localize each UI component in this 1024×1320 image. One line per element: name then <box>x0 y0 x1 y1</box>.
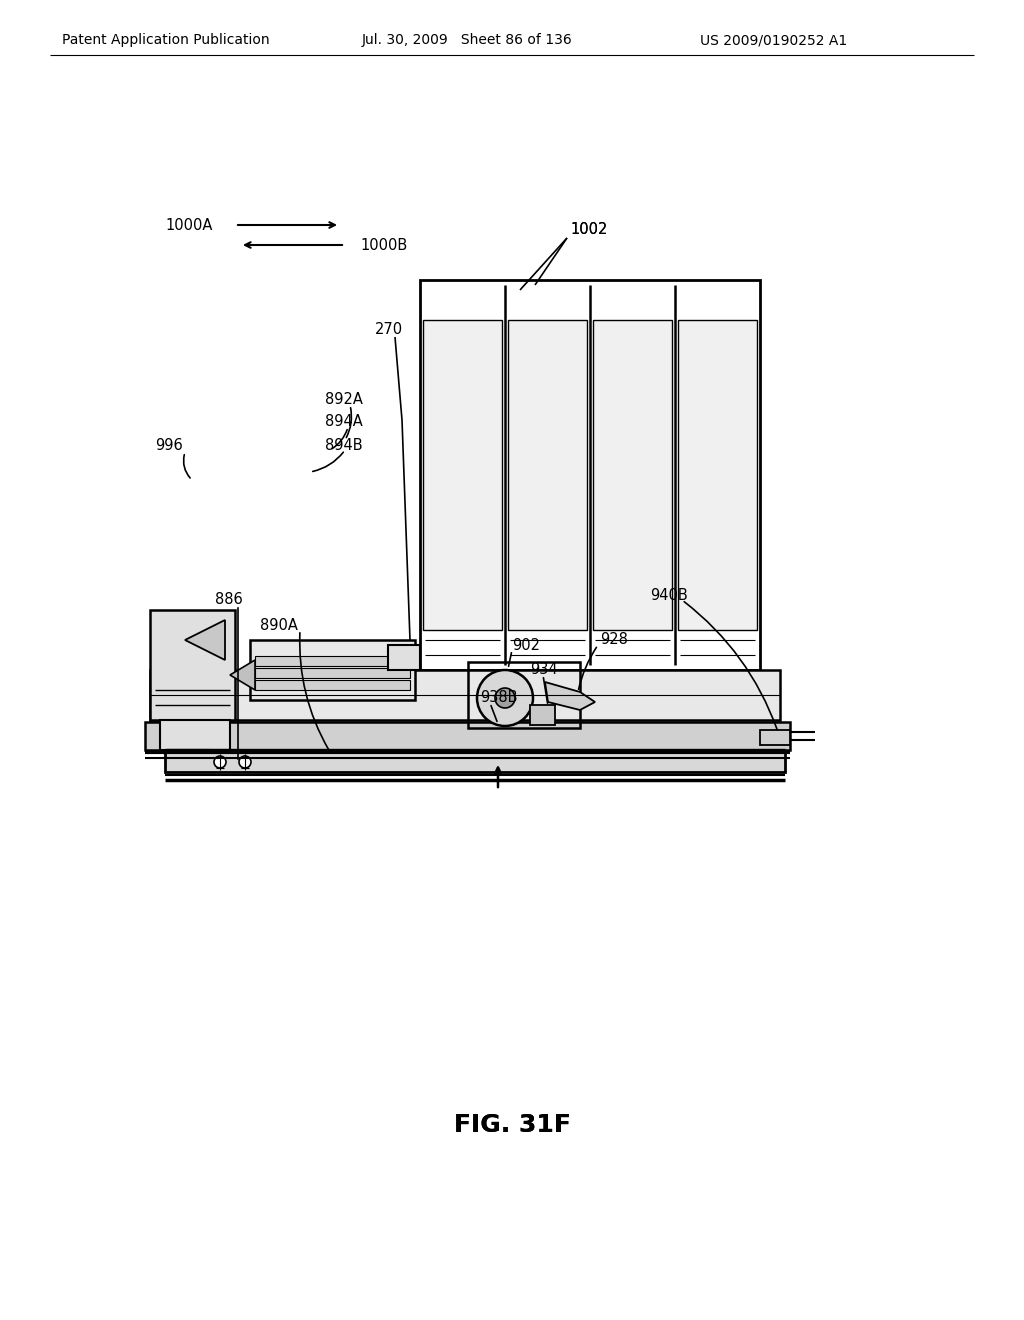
Text: Patent Application Publication: Patent Application Publication <box>62 33 269 48</box>
Text: 886: 886 <box>215 593 243 607</box>
Text: 1000A: 1000A <box>165 218 212 232</box>
Bar <box>255 668 410 678</box>
Bar <box>150 610 234 719</box>
Circle shape <box>495 688 515 708</box>
Bar <box>145 722 790 750</box>
Bar <box>423 319 502 630</box>
Text: 270: 270 <box>375 322 403 338</box>
Text: 890A: 890A <box>260 618 298 632</box>
Polygon shape <box>230 660 255 690</box>
Bar <box>160 719 230 750</box>
Bar <box>250 640 415 700</box>
Bar <box>420 280 760 671</box>
Bar <box>255 656 410 667</box>
Bar <box>678 319 757 630</box>
Text: 1002: 1002 <box>570 223 607 238</box>
Bar <box>150 671 780 719</box>
Text: 940B: 940B <box>650 587 688 602</box>
Text: Jul. 30, 2009   Sheet 86 of 136: Jul. 30, 2009 Sheet 86 of 136 <box>362 33 572 48</box>
Text: FIG. 31F: FIG. 31F <box>454 1113 570 1137</box>
Bar <box>165 752 785 772</box>
Text: US 2009/0190252 A1: US 2009/0190252 A1 <box>700 33 847 48</box>
Bar <box>760 730 790 744</box>
Bar <box>530 705 555 725</box>
Text: 894A: 894A <box>325 414 362 429</box>
Polygon shape <box>185 620 225 660</box>
Text: 934: 934 <box>530 663 558 677</box>
Polygon shape <box>545 682 595 710</box>
Text: FIG. 31F: FIG. 31F <box>454 1113 570 1137</box>
Text: 1002: 1002 <box>570 223 607 238</box>
Bar <box>255 680 410 690</box>
Bar <box>468 663 580 729</box>
Text: 938B: 938B <box>480 690 517 705</box>
Bar <box>170 750 210 770</box>
Bar <box>388 645 420 671</box>
Circle shape <box>239 756 251 768</box>
Text: 894B: 894B <box>325 437 362 453</box>
Bar <box>593 319 672 630</box>
Text: 928: 928 <box>600 632 628 648</box>
Text: 996: 996 <box>155 437 182 453</box>
Text: 902: 902 <box>512 638 540 652</box>
Text: 892A: 892A <box>325 392 362 408</box>
Bar <box>508 319 587 630</box>
Circle shape <box>477 671 534 726</box>
Circle shape <box>214 756 226 768</box>
Text: 1000B: 1000B <box>360 238 408 252</box>
